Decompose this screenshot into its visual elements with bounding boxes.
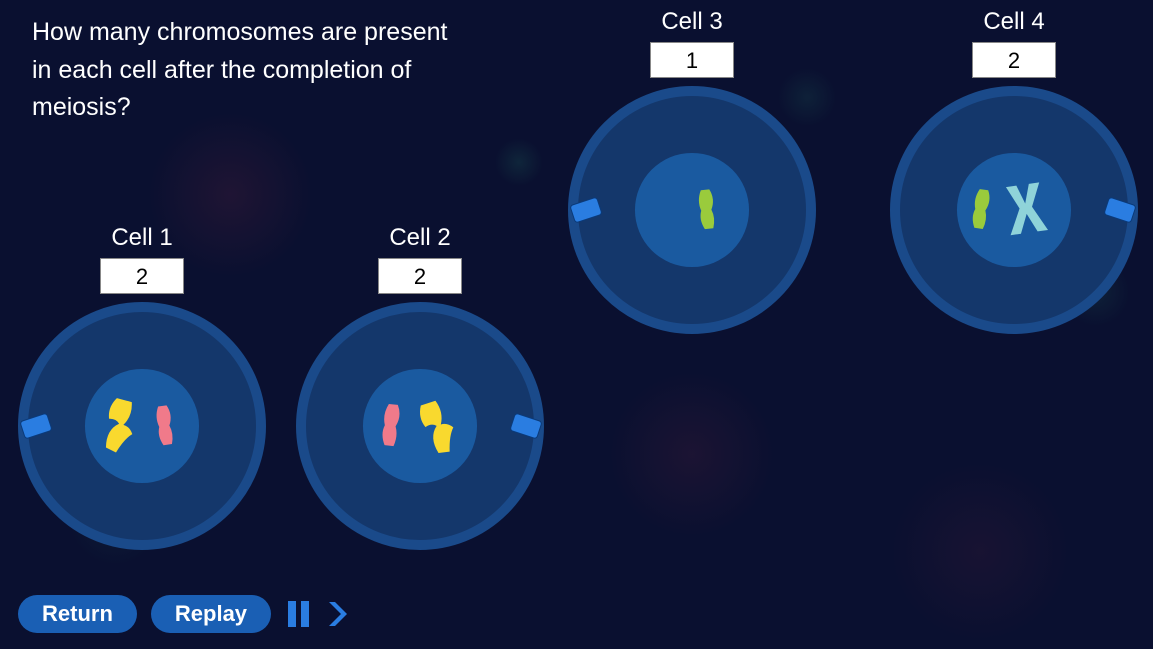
question-text: How many chromosomes are present in each… <box>32 14 472 127</box>
nucleus <box>635 153 749 267</box>
cell-3-group: Cell 3 1 <box>568 8 816 334</box>
cell-1-label: Cell 1 <box>18 224 266 252</box>
nucleus <box>363 369 477 483</box>
pause-icon[interactable] <box>285 599 313 629</box>
cell-4-label: Cell 4 <box>890 8 1138 36</box>
return-button[interactable]: Return <box>18 595 137 633</box>
next-icon[interactable] <box>327 599 353 629</box>
cell-3-diagram <box>568 86 816 334</box>
cell-1-group: Cell 1 2 <box>18 224 266 550</box>
replay-button[interactable]: Replay <box>151 595 271 633</box>
controls-bar: Return Replay <box>18 595 353 633</box>
cell-2-group: Cell 2 2 <box>296 224 544 550</box>
cell-4-input[interactable]: 2 <box>972 42 1056 78</box>
cell-2-diagram <box>296 302 544 550</box>
nucleus <box>957 153 1071 267</box>
cell-1-input[interactable]: 2 <box>100 258 184 294</box>
cell-3-input[interactable]: 1 <box>650 42 734 78</box>
cell-2-input[interactable]: 2 <box>378 258 462 294</box>
cell-1-diagram <box>18 302 266 550</box>
cell-2-label: Cell 2 <box>296 224 544 252</box>
nucleus <box>85 369 199 483</box>
cell-4-diagram <box>890 86 1138 334</box>
cell-3-label: Cell 3 <box>568 8 816 36</box>
cell-4-group: Cell 4 2 <box>890 8 1138 334</box>
